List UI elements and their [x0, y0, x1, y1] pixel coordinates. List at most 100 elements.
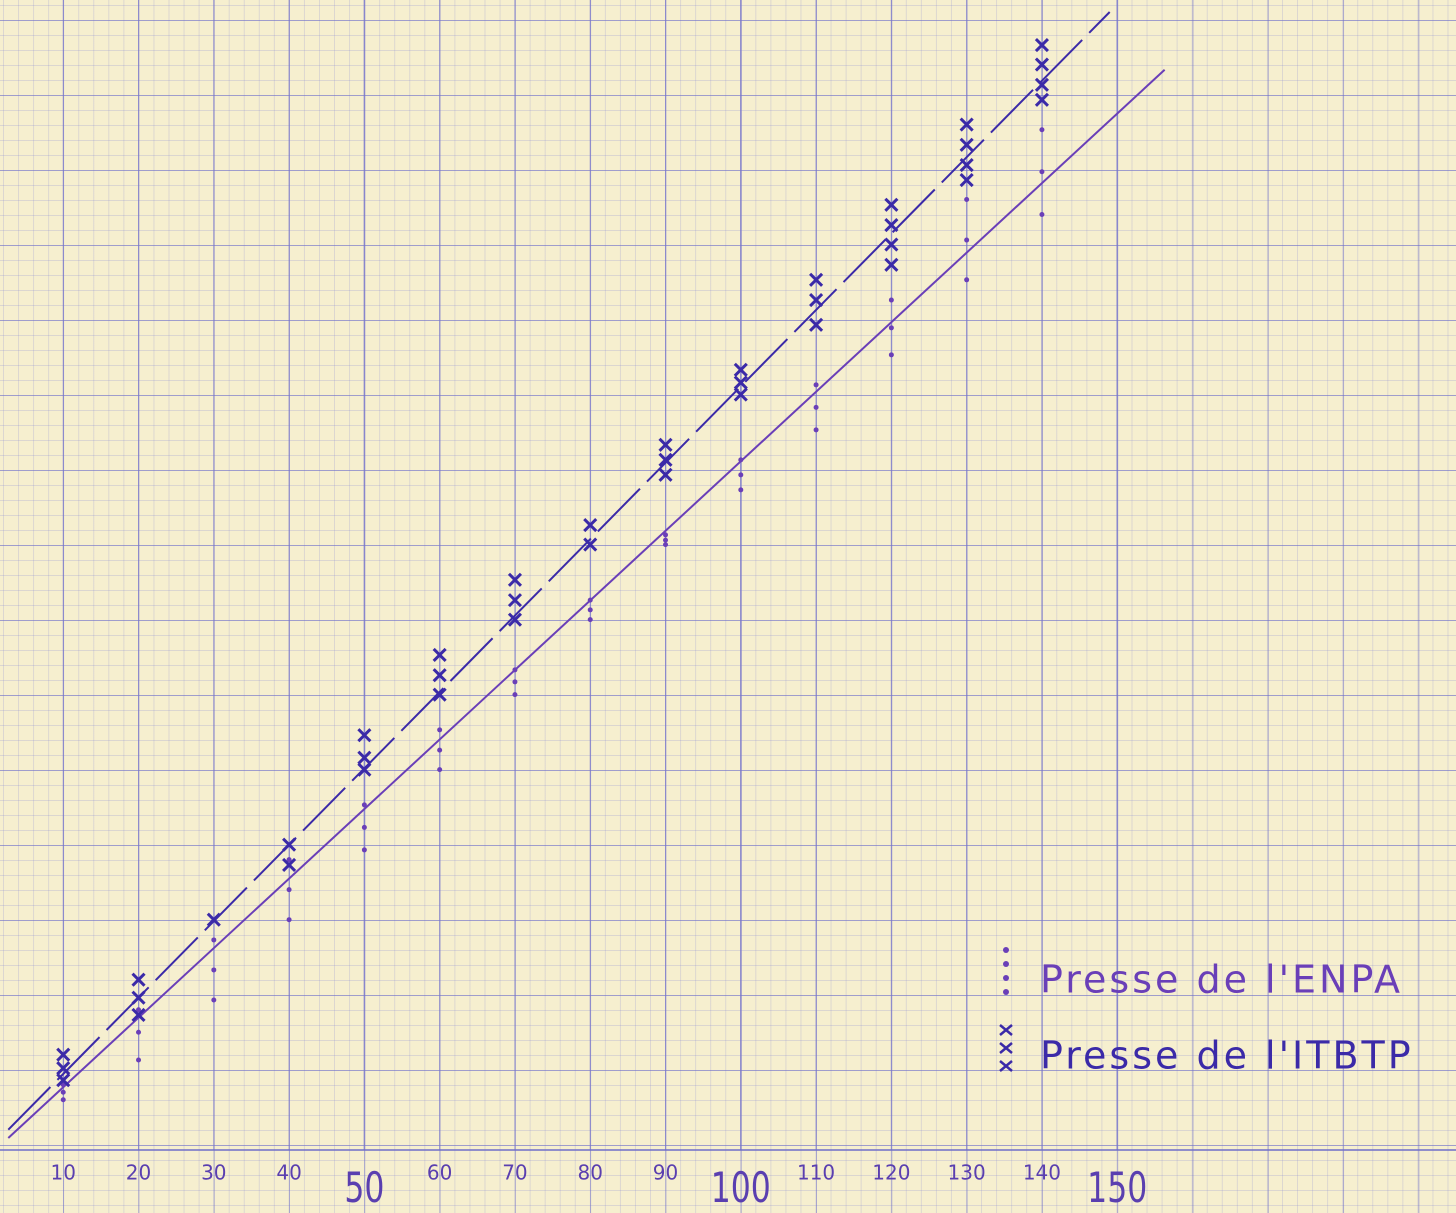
legend-item: Presse de l'ITBTP [999, 1024, 1414, 1078]
x-tick-label: 60 [427, 1160, 452, 1184]
legend-marker [1003, 975, 1009, 981]
dot-point [738, 457, 744, 463]
dot-point [211, 967, 217, 973]
cross-point [884, 257, 899, 272]
cross-point [959, 172, 974, 188]
cross-point [56, 1061, 71, 1076]
dot-point [1039, 212, 1045, 218]
fit-line [7, 11, 1111, 1131]
cross-point [884, 197, 899, 212]
x-tick-label: 30 [201, 1160, 226, 1184]
x-tick-label: 150 [1087, 1163, 1147, 1212]
dot-point [1039, 127, 1045, 133]
cross-point [809, 272, 824, 287]
x-tick-label: 130 [948, 1160, 986, 1184]
x-tick-label: 100 [711, 1163, 771, 1212]
legend-label: Presse de l'ENPA [1040, 958, 1403, 1002]
dot-point [60, 1097, 66, 1103]
cross-point [733, 375, 748, 390]
dot-point [663, 542, 669, 548]
dot-point [663, 532, 669, 538]
cross-point [282, 857, 297, 872]
dot-point [512, 679, 518, 685]
cross-point [507, 612, 523, 627]
cross-point [1034, 37, 1050, 53]
cross-point [658, 437, 673, 452]
dot-point [136, 1007, 142, 1013]
cross-point [1034, 77, 1050, 92]
dot-point [888, 297, 894, 303]
dot-point [361, 847, 367, 853]
legend-marker [999, 1060, 1013, 1072]
dot-point [738, 487, 744, 493]
cross-point [1034, 92, 1050, 107]
cross-point [131, 990, 146, 1005]
dot-point [437, 747, 443, 753]
dot-point [888, 352, 894, 358]
cross-point [507, 593, 523, 608]
fit-line [7, 69, 1166, 1139]
dot-point [437, 767, 443, 773]
x-tick-label: 80 [578, 1160, 603, 1184]
dot-point [211, 997, 217, 1003]
cross-point [1034, 57, 1050, 72]
cross-point [56, 1047, 71, 1062]
dot-point [587, 607, 593, 613]
x-tick-label: 10 [51, 1160, 76, 1184]
dot-point [964, 277, 970, 283]
dot-point [587, 597, 593, 603]
legend-item: Presse de l'ENPA [1003, 947, 1403, 1002]
cross-point [131, 972, 146, 987]
dot-point [964, 237, 970, 243]
dot-point [286, 857, 292, 863]
dot-point [512, 692, 518, 698]
x-tick-label: 40 [276, 1160, 301, 1184]
dot-point [888, 325, 894, 331]
cross-point [357, 762, 372, 777]
dot-point [286, 887, 292, 893]
legend-marker [999, 1024, 1013, 1036]
x-tick-label: 120 [872, 1160, 910, 1184]
dot-point [663, 537, 669, 543]
cross-point [959, 157, 974, 173]
dot-point [361, 824, 367, 830]
dot-point [1039, 169, 1045, 175]
cross-point [658, 452, 673, 467]
legend-marker [1003, 989, 1009, 995]
cross-point [56, 1073, 71, 1088]
cross-point [432, 647, 447, 662]
dot-point [136, 1029, 142, 1035]
x-tick-label: 90 [653, 1160, 678, 1184]
cross-point [507, 572, 523, 587]
cross-point [432, 687, 447, 702]
cross-point [733, 362, 748, 377]
cross-point [884, 237, 899, 252]
cross-point [959, 117, 974, 132]
dot-point [361, 802, 367, 808]
dot-point [738, 472, 744, 478]
cross-point [959, 137, 974, 152]
cross-point [884, 217, 899, 233]
cross-point [131, 1007, 146, 1023]
cross-point [282, 837, 297, 852]
cross-point [809, 293, 824, 308]
dot-point [964, 197, 970, 203]
x-tick-label: 20 [126, 1160, 151, 1184]
cross-point [583, 537, 598, 552]
cross-point [583, 518, 598, 533]
cross-point [357, 750, 372, 765]
dot-point [437, 727, 443, 733]
legend-marker [1003, 947, 1009, 953]
dot-point [211, 937, 217, 943]
x-tick-label: 110 [797, 1160, 835, 1184]
dot-point [587, 617, 593, 623]
cross-point [206, 912, 221, 927]
dot-point [813, 382, 819, 388]
legend-label: Presse de l'ITBTP [1040, 1034, 1414, 1078]
legend-marker [1003, 961, 1009, 967]
cross-point [658, 467, 673, 482]
dot-point [60, 1089, 66, 1095]
x-tick-label: 50 [344, 1163, 384, 1212]
